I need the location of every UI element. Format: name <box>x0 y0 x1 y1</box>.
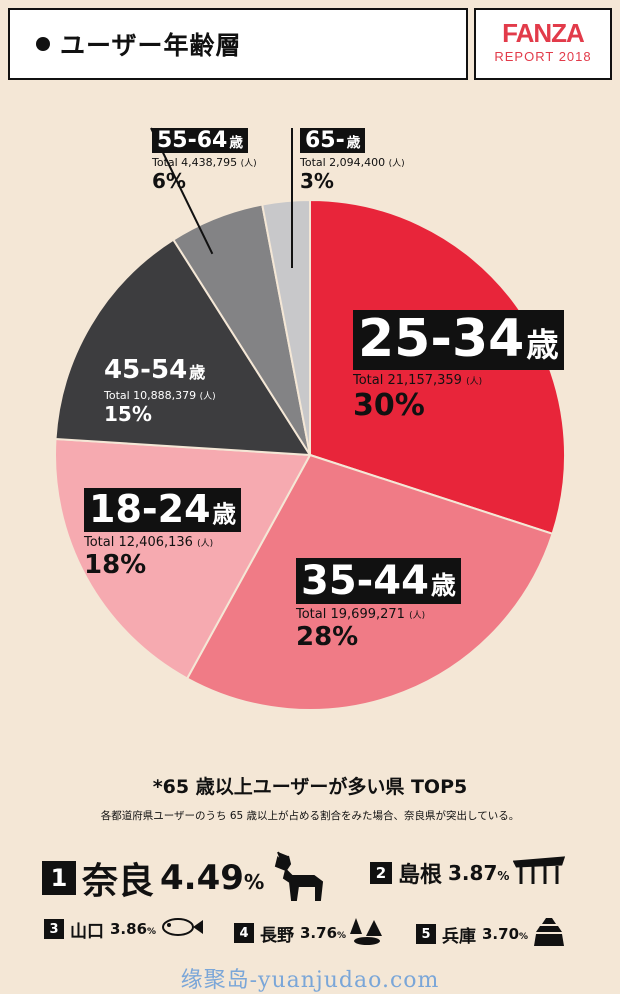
rank-name: 兵庫 <box>442 926 476 947</box>
rank-name: 長野 <box>260 925 294 946</box>
brand-logo: FANZA <box>502 18 585 48</box>
shrine-icon <box>513 856 566 890</box>
rank-item-2: 2 島根 3.87% <box>370 856 566 890</box>
forest-icon <box>350 916 384 950</box>
connector-65 <box>291 128 293 268</box>
slice-percent-55-64: 6% <box>152 169 186 194</box>
rank-number: 1 <box>42 861 76 895</box>
rank-value: 4.49% <box>160 858 265 898</box>
top5-title: *65 歳以上ユーザーが多い県 TOP5 <box>152 776 468 798</box>
label-25-34: 25-34歳 Total 21,157,359 (人) 30% <box>353 309 564 423</box>
rank-value: 3.70% <box>482 925 529 943</box>
rank-item-4: 4 長野 3.76% <box>234 916 384 950</box>
title-box: ユーザー年齢層 <box>8 8 468 80</box>
pie-slice-45-54 <box>54 238 312 457</box>
slice-label-25-34: 25-34歳 <box>353 309 564 370</box>
slice-percent-18-24: 18% <box>84 549 147 580</box>
rank-value: 3.86% <box>110 920 157 938</box>
rank-name: 島根 <box>398 863 443 888</box>
slice-label-45-54: 45-54 歳 <box>104 355 206 385</box>
slice-percent-25-34: 30% <box>353 387 425 423</box>
slice-label-18-24: 18-24歳 <box>84 487 242 532</box>
rank-number: 3 <box>44 919 64 939</box>
rank-item-3: 3 山口 3.86% <box>44 916 204 942</box>
watermark: 缘聚岛-yuanjudao.com <box>180 968 440 993</box>
slice-percent-35-44: 28% <box>296 622 359 652</box>
rank-number: 2 <box>370 862 392 884</box>
slice-percent-65: 3% <box>300 169 334 194</box>
deer-icon <box>268 848 328 908</box>
slice-label-55-64: 55-64 歳 <box>152 128 248 154</box>
header: ユーザー年齢層 FANZA REPORT 2018 <box>0 0 620 86</box>
page-title: ユーザー年齢層 <box>60 31 242 60</box>
slice-label-35-44: 35-44歳 <box>296 558 461 604</box>
castle-icon <box>532 916 566 952</box>
bullet-icon <box>36 37 50 51</box>
label-35-44: 35-44歳 Total 19,699,271 (人) 28% <box>296 558 461 652</box>
slice-percent-45-54: 15% <box>104 401 152 426</box>
label-55-64: 55-64 歳 Total 4,438,795 (人) 6% <box>152 128 257 194</box>
label-65: 65- 歳 Total 2,094,400 (人) 3% <box>300 128 405 194</box>
rank-item-5: 5 兵庫 3.70% <box>416 916 566 952</box>
rank-value: 3.76% <box>300 924 347 942</box>
slice-label-65: 65- 歳 <box>300 128 366 154</box>
label-45-54: 45-54 歳 Total 10,888,379 (人) 15% <box>104 355 216 426</box>
rank-item-1: 1 奈良 4.49% <box>42 848 328 908</box>
label-18-24: 18-24歳 Total 12,406,136 (人) 18% <box>84 487 242 580</box>
top5-subtitle: 各都道府県ユーザーのうち 65 歳以上が占める割合をみた場合、奈良県が突出してい… <box>100 810 520 822</box>
rank-name: 山口 <box>70 921 104 942</box>
brand-box: FANZA REPORT 2018 <box>474 8 612 80</box>
pie-slice-65- <box>261 198 311 456</box>
rank-number: 5 <box>416 924 436 944</box>
rank-name: 奈良 <box>82 861 155 902</box>
brand-report: REPORT 2018 <box>494 49 592 64</box>
rank-value: 3.87% <box>448 861 510 885</box>
fish-icon <box>160 916 204 942</box>
rank-number: 4 <box>234 923 254 943</box>
